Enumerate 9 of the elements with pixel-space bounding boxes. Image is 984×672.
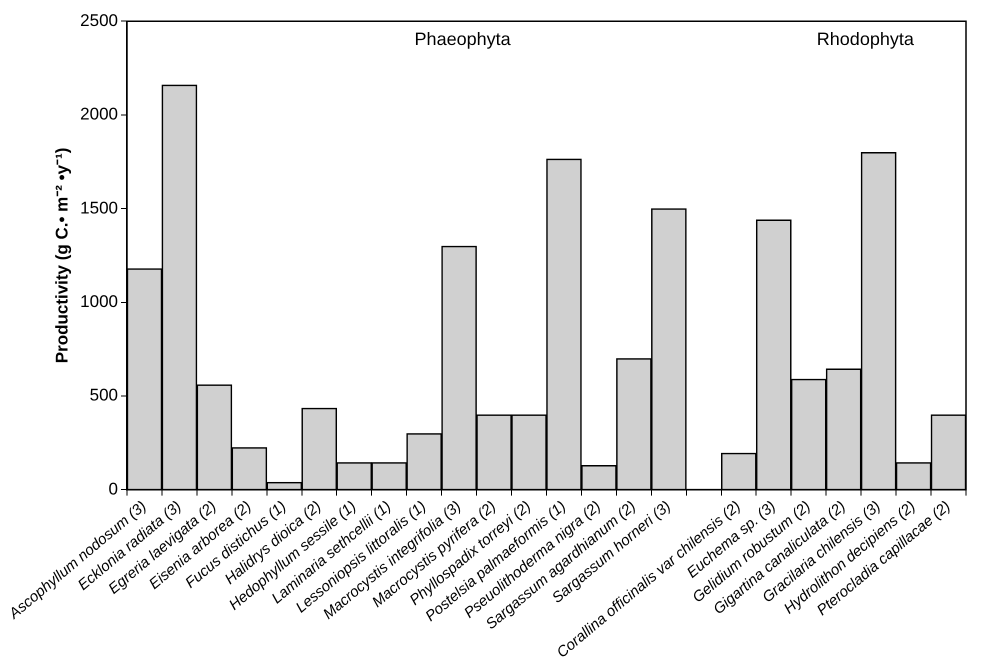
- annotation: Rhodophyta: [816, 29, 915, 50]
- y-tick-label: 500: [90, 386, 118, 405]
- y-tick-label: 1000: [80, 292, 118, 311]
- y-tick-label: 0: [108, 479, 118, 498]
- y-tick-label: 2000: [80, 104, 118, 124]
- annotation: Phaeophyta: [414, 29, 512, 50]
- y-tick-label: 1500: [80, 198, 118, 218]
- y-tick-label: 2500: [80, 10, 118, 30]
- y-axis-title: Productivity (g C.• m⁻² •y⁻¹): [52, 148, 72, 364]
